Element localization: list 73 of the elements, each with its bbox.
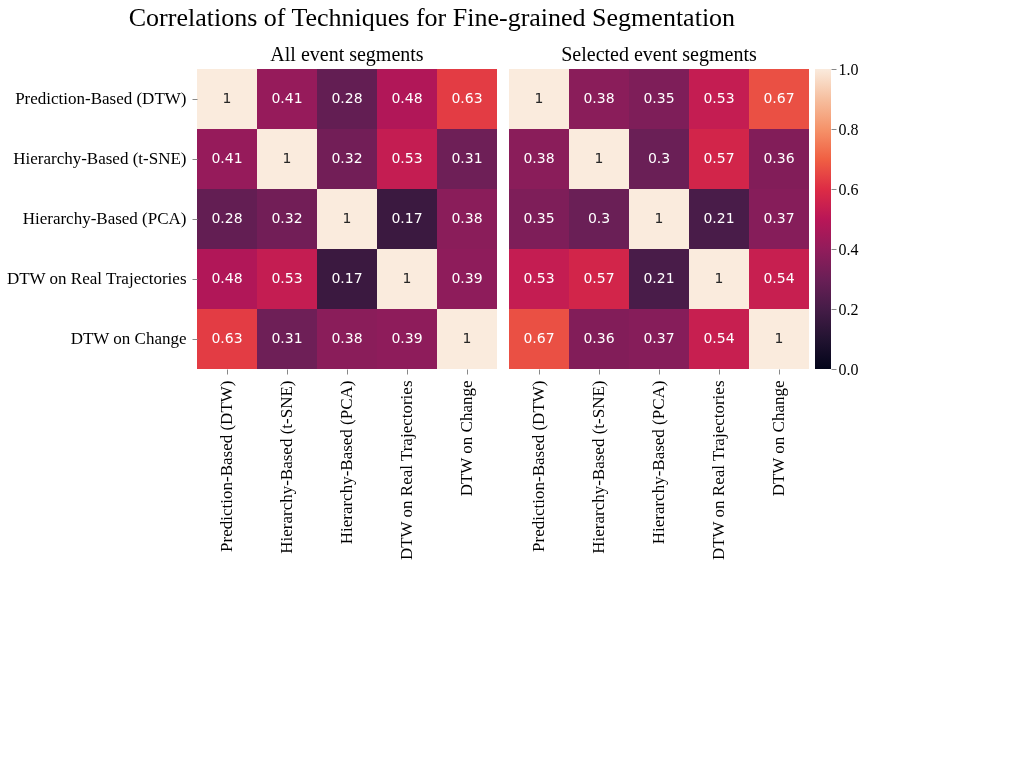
data-label: 0.36 bbox=[763, 150, 795, 166]
data-label: 0.3 bbox=[647, 150, 671, 166]
data-label: 1 bbox=[774, 330, 784, 346]
data-label: 1 bbox=[714, 270, 724, 286]
x-tick-label: Hierarchy-Based (t-SNE) bbox=[589, 380, 608, 554]
data-label: 0.67 bbox=[523, 330, 555, 346]
data-label: 0.39 bbox=[451, 270, 483, 286]
data-label: 0.48 bbox=[391, 90, 423, 106]
chart-title: Correlations of Techniques for Fine-grained Segmentation bbox=[128, 3, 736, 32]
data-label: 0.38 bbox=[331, 330, 363, 346]
data-label: 0.53 bbox=[703, 90, 735, 106]
data-label: 1 bbox=[342, 210, 352, 226]
color-bar-label: 0.4 bbox=[838, 240, 859, 258]
data-label: 0.41 bbox=[211, 150, 243, 166]
data-label: 0.32 bbox=[331, 150, 363, 166]
color-bar-label: 0.0 bbox=[838, 360, 859, 378]
data-label: 0.35 bbox=[523, 210, 555, 226]
data-label: 1 bbox=[402, 270, 412, 286]
y-tick-label: Hierarchy-Based (PCA) bbox=[22, 209, 187, 228]
x-tick-label: Hierarchy-Based (PCA) bbox=[649, 380, 668, 545]
color-bar-label: 0.8 bbox=[838, 120, 859, 138]
color-bar-label: 0.2 bbox=[838, 300, 859, 318]
y-tick-label: Prediction-Based (DTW) bbox=[15, 89, 187, 108]
data-label: 0.31 bbox=[451, 150, 483, 166]
data-label: 0.38 bbox=[523, 150, 555, 166]
y-tick-label: DTW on Change bbox=[70, 329, 187, 348]
data-label: 0.28 bbox=[211, 210, 243, 226]
data-label: 0.57 bbox=[703, 150, 735, 166]
data-label: 0.17 bbox=[331, 270, 363, 286]
data-label: 0.63 bbox=[211, 330, 243, 346]
data-label: 0.21 bbox=[703, 210, 735, 226]
x-tick-label: DTW on Real Trajectories bbox=[397, 380, 416, 561]
data-label: 1 bbox=[534, 90, 544, 106]
data-label: 0.38 bbox=[451, 210, 483, 226]
data-label: 0.37 bbox=[763, 210, 795, 226]
y-tick-label: Hierarchy-Based (t-SNE) bbox=[13, 149, 187, 168]
x-tick-label: Prediction-Based (DTW) bbox=[529, 380, 548, 552]
y-tick-label: DTW on Real Trajectories bbox=[6, 269, 187, 288]
x-tick-label: Hierarchy-Based (t-SNE) bbox=[277, 380, 296, 554]
data-label: 0.53 bbox=[391, 150, 423, 166]
data-label: 1 bbox=[594, 150, 604, 166]
x-tick-label: DTW on Change bbox=[769, 380, 788, 497]
data-label: 0.37 bbox=[643, 330, 675, 346]
data-label: 0.35 bbox=[643, 90, 675, 106]
data-label: 0.36 bbox=[583, 330, 615, 346]
x-tick-label: DTW on Change bbox=[457, 380, 476, 497]
data-label: 0.67 bbox=[763, 90, 795, 106]
data-label: 0.21 bbox=[643, 270, 675, 286]
chart-subtitle: All event segments bbox=[270, 43, 424, 66]
data-label: 0.63 bbox=[451, 90, 483, 106]
data-label: 0.28 bbox=[331, 90, 363, 106]
data-label: 1 bbox=[654, 210, 664, 226]
data-label: 0.54 bbox=[763, 270, 795, 286]
data-label: 0.17 bbox=[391, 210, 423, 226]
data-label: 1 bbox=[462, 330, 472, 346]
data-label: 0.38 bbox=[583, 90, 615, 106]
data-label: 0.39 bbox=[391, 330, 423, 346]
color-bar-label: 1.0 bbox=[838, 60, 859, 78]
data-label: 0.41 bbox=[271, 90, 303, 106]
data-label: 0.48 bbox=[211, 270, 243, 286]
data-label: 0.31 bbox=[271, 330, 303, 346]
color-bar-label: 0.6 bbox=[838, 180, 859, 198]
data-label: 1 bbox=[282, 150, 292, 166]
x-tick-label: DTW on Real Trajectories bbox=[709, 380, 728, 561]
data-label: 0.53 bbox=[271, 270, 303, 286]
data-label: 0.54 bbox=[703, 330, 735, 346]
data-label: 0.53 bbox=[523, 270, 555, 286]
data-label: 0.3 bbox=[587, 210, 611, 226]
x-tick-label: Hierarchy-Based (PCA) bbox=[337, 380, 356, 545]
chart-subtitle: Selected event segments bbox=[561, 43, 757, 66]
data-label: 1 bbox=[222, 90, 232, 106]
data-label: 0.57 bbox=[583, 270, 615, 286]
data-label: 0.32 bbox=[271, 210, 303, 226]
